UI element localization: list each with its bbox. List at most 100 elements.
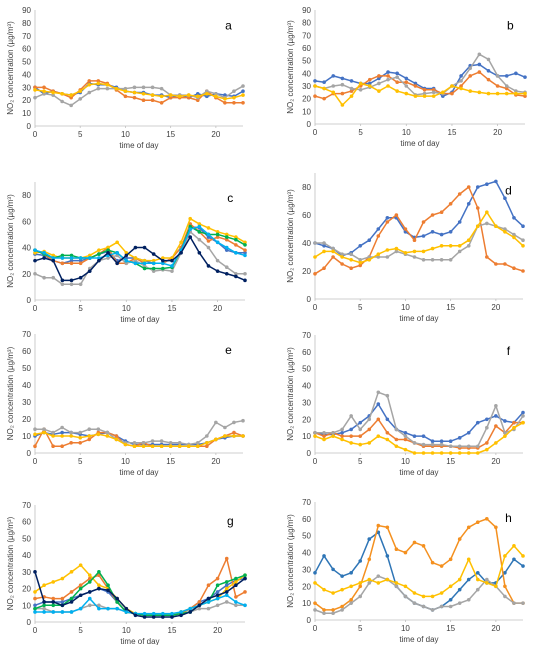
data-point xyxy=(385,220,390,224)
data-point xyxy=(87,253,92,258)
data-point xyxy=(495,91,500,96)
data-point xyxy=(385,417,390,422)
data-point xyxy=(340,427,344,432)
series-2 xyxy=(33,418,245,447)
data-point xyxy=(395,80,399,84)
x-axis-label: time of day xyxy=(400,139,439,148)
data-point xyxy=(439,591,444,595)
data-point xyxy=(340,604,344,609)
data-point xyxy=(504,91,509,96)
data-point xyxy=(78,256,83,260)
data-point xyxy=(206,583,211,588)
data-point xyxy=(205,91,209,96)
x-tick-label: 10 xyxy=(401,457,410,466)
data-point xyxy=(60,256,65,260)
data-point xyxy=(331,84,336,88)
series-2 xyxy=(313,221,525,262)
data-point xyxy=(358,258,363,262)
data-point xyxy=(206,245,211,250)
data-point xyxy=(421,451,426,455)
data-point xyxy=(224,235,229,239)
data-point xyxy=(42,89,46,93)
data-point xyxy=(376,252,381,256)
data-point xyxy=(457,192,462,196)
data-point xyxy=(394,246,399,251)
data-point xyxy=(448,557,453,562)
data-point xyxy=(466,202,471,206)
y-axis-label: NO₂ concentration (µg/m³) xyxy=(6,516,15,610)
panel-g: 0 10 20 30 40 50 60 70 0 5 10 15 20 time of day NO₂ co… xyxy=(6,501,247,645)
data-point xyxy=(33,610,37,614)
data-point xyxy=(485,441,489,445)
data-point xyxy=(331,74,336,78)
x-tick-label: 15 xyxy=(446,457,455,466)
y-tick-label: 40 xyxy=(22,551,31,560)
data-point xyxy=(51,434,55,438)
data-point xyxy=(485,447,489,452)
data-point xyxy=(367,417,372,422)
data-point xyxy=(503,430,507,435)
data-point xyxy=(495,74,500,78)
data-point xyxy=(313,601,317,605)
data-point xyxy=(349,89,354,93)
data-point xyxy=(69,600,74,604)
data-point xyxy=(106,588,110,593)
data-point xyxy=(376,574,381,578)
data-point xyxy=(106,606,110,611)
data-point xyxy=(197,230,202,234)
data-point xyxy=(466,185,471,189)
data-point xyxy=(168,441,173,445)
data-point xyxy=(151,611,156,616)
data-point xyxy=(448,202,453,206)
data-point xyxy=(78,261,83,266)
data-point xyxy=(33,603,37,608)
data-point xyxy=(331,608,335,612)
data-point xyxy=(448,444,453,449)
data-point xyxy=(439,604,444,609)
data-point xyxy=(457,577,462,582)
data-point xyxy=(215,232,220,237)
data-point xyxy=(504,84,509,88)
data-point xyxy=(179,251,183,255)
data-point xyxy=(115,600,119,604)
data-point xyxy=(234,271,238,276)
data-point xyxy=(485,221,489,226)
data-point xyxy=(142,266,147,271)
data-point xyxy=(87,90,92,95)
data-point xyxy=(151,252,156,256)
data-point xyxy=(69,430,73,435)
data-point xyxy=(475,444,480,449)
data-point xyxy=(205,441,209,445)
data-point xyxy=(97,252,101,256)
data-point xyxy=(206,606,211,611)
data-point xyxy=(322,249,326,254)
x-tick-label: 20 xyxy=(213,304,222,313)
data-point xyxy=(439,210,444,214)
data-point xyxy=(521,554,525,558)
x-tick-label: 10 xyxy=(122,304,131,313)
data-point xyxy=(340,82,345,87)
data-point xyxy=(215,590,220,594)
data-point xyxy=(340,434,344,438)
data-point xyxy=(205,94,209,99)
data-point xyxy=(376,255,381,259)
data-point xyxy=(475,571,480,575)
data-point xyxy=(313,430,317,435)
data-point xyxy=(512,420,516,425)
y-tick-label: 50 xyxy=(22,58,31,67)
data-point xyxy=(78,258,83,263)
data-point xyxy=(234,580,238,584)
x-tick-label: 20 xyxy=(211,457,220,466)
data-point xyxy=(142,264,147,268)
data-point xyxy=(42,603,46,608)
x-tick-label: 0 xyxy=(33,457,38,466)
data-point xyxy=(466,577,471,582)
data-point xyxy=(521,414,525,418)
series-1 xyxy=(313,185,525,276)
data-point xyxy=(133,258,138,263)
data-point xyxy=(503,554,507,558)
y-tick-label: 40 xyxy=(22,70,31,79)
data-point xyxy=(33,570,37,574)
data-point xyxy=(241,93,245,97)
data-point xyxy=(97,603,101,608)
